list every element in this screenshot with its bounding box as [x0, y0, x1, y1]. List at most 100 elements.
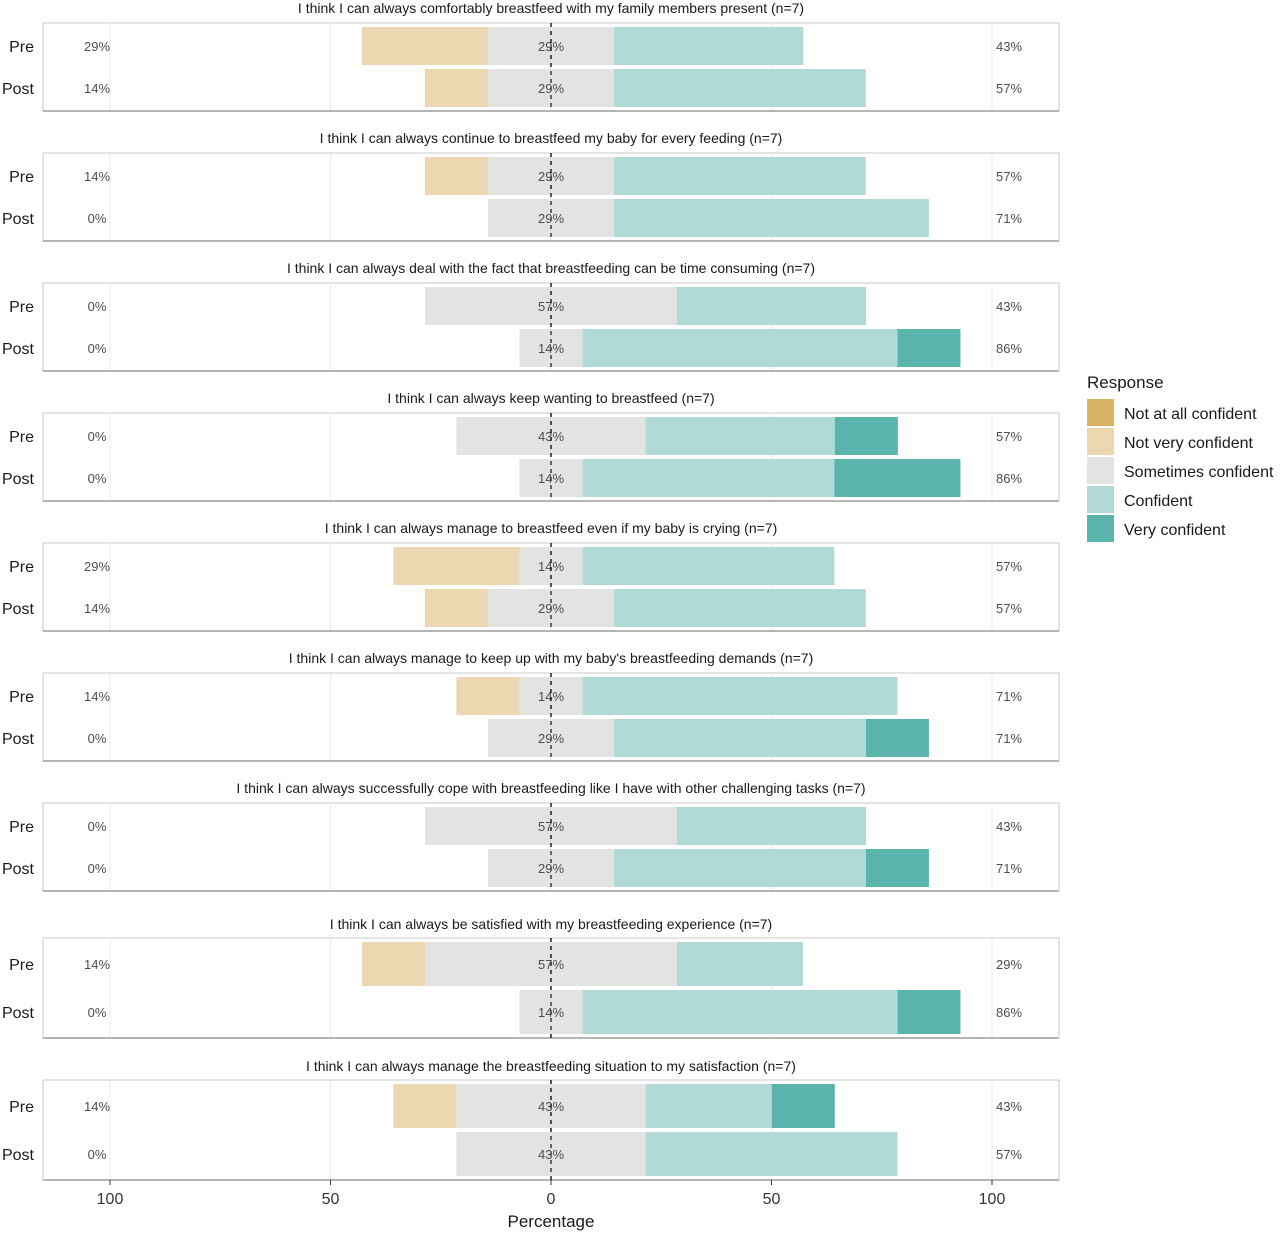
- bar-segment: [582, 459, 835, 497]
- row-label: Post: [2, 1147, 35, 1164]
- row-label: Post: [2, 341, 35, 358]
- panel: I think I can always manage to breastfee…: [2, 520, 1060, 632]
- panel-title: I think I can always comfortably breastf…: [298, 0, 804, 16]
- high-percent-label: 71%: [996, 731, 1022, 746]
- row-label: Pre: [9, 1099, 34, 1116]
- high-percent-label: 43%: [996, 819, 1022, 834]
- bar-segment: [645, 1132, 898, 1176]
- row-label: Pre: [9, 169, 34, 186]
- bar-segment: [614, 27, 804, 65]
- neutral-percent-label: 29%: [538, 169, 564, 184]
- bar-segment: [424, 69, 488, 107]
- bar-segment: [424, 157, 488, 195]
- bar-segment: [393, 547, 520, 585]
- high-percent-label: 57%: [996, 81, 1022, 96]
- neutral-percent-label: 29%: [538, 601, 564, 616]
- panel: I think I can always continue to breastf…: [2, 130, 1060, 242]
- bar-segment: [582, 547, 835, 585]
- low-percent-label: 14%: [84, 169, 110, 184]
- bar-segment: [582, 329, 898, 367]
- bar-segment: [771, 1084, 835, 1128]
- panel-title: I think I can always be satisfied with m…: [330, 916, 772, 932]
- bar-segment: [614, 69, 866, 107]
- panel-title: I think I can always keep wanting to bre…: [387, 390, 714, 406]
- low-percent-label: 29%: [84, 559, 110, 574]
- high-percent-label: 86%: [996, 341, 1022, 356]
- low-percent-label: 0%: [88, 731, 107, 746]
- row-label: Pre: [9, 819, 34, 836]
- x-tick-label: 100: [979, 1191, 1006, 1208]
- bar-segment: [645, 417, 835, 455]
- legend-label: Confident: [1124, 493, 1193, 510]
- panel: I think I can always comfortably breastf…: [2, 0, 1060, 112]
- row-label: Pre: [9, 299, 34, 316]
- bar-segment: [897, 329, 961, 367]
- high-percent-label: 57%: [996, 1147, 1022, 1162]
- x-tick-label: 50: [322, 1191, 340, 1208]
- bar-segment: [676, 942, 804, 986]
- bar-segment: [361, 27, 488, 65]
- high-percent-label: 57%: [996, 601, 1022, 616]
- low-percent-label: 0%: [88, 299, 107, 314]
- neutral-percent-label: 14%: [538, 559, 564, 574]
- neutral-percent-label: 29%: [538, 81, 564, 96]
- x-axis: 100 50 0 50 100: [97, 1180, 1006, 1208]
- low-percent-label: 0%: [88, 1005, 107, 1020]
- neutral-percent-label: 29%: [538, 39, 564, 54]
- neutral-percent-label: 14%: [538, 471, 564, 486]
- neutral-percent-label: 29%: [538, 731, 564, 746]
- legend-key: [1087, 457, 1114, 484]
- row-label: Pre: [9, 39, 34, 56]
- neutral-percent-label: 14%: [538, 1005, 564, 1020]
- low-percent-label: 0%: [88, 429, 107, 444]
- panel-title: I think I can always manage the breastfe…: [306, 1058, 796, 1074]
- row-label: Pre: [9, 559, 34, 576]
- legend-label: Very confident: [1124, 522, 1226, 539]
- legend-key: [1087, 428, 1114, 455]
- legend-label: Sometimes confident: [1124, 464, 1274, 481]
- row-label: Pre: [9, 689, 34, 706]
- bar-segment: [614, 849, 866, 887]
- panel: I think I can always be satisfied with m…: [2, 916, 1060, 1039]
- bar-segment: [614, 589, 866, 627]
- x-tick-label: 0: [547, 1191, 556, 1208]
- high-percent-label: 57%: [996, 429, 1022, 444]
- bar-segment: [582, 677, 898, 715]
- row-label: Pre: [9, 429, 34, 446]
- high-percent-label: 57%: [996, 169, 1022, 184]
- low-percent-label: 14%: [84, 81, 110, 96]
- legend-title: Response: [1087, 373, 1164, 392]
- neutral-percent-label: 43%: [538, 429, 564, 444]
- panel-title: I think I can always manage to breastfee…: [325, 520, 778, 536]
- legend-key: [1087, 515, 1114, 542]
- low-percent-label: 14%: [84, 601, 110, 616]
- row-label: Post: [2, 211, 35, 228]
- high-percent-label: 57%: [996, 559, 1022, 574]
- high-percent-label: 86%: [996, 1005, 1022, 1020]
- legend: Response Not at all confident Not very co…: [1087, 373, 1274, 542]
- x-tick-label: 100: [97, 1191, 124, 1208]
- low-percent-label: 14%: [84, 689, 110, 704]
- high-percent-label: 43%: [996, 1099, 1022, 1114]
- bar-segment: [456, 677, 520, 715]
- bar-segment: [834, 459, 961, 497]
- row-label: Post: [2, 1005, 35, 1022]
- high-percent-label: 71%: [996, 211, 1022, 226]
- bar-segment: [362, 942, 426, 986]
- panel-title: I think I can always manage to keep up w…: [289, 650, 813, 666]
- bar-segment: [424, 589, 488, 627]
- neutral-percent-label: 14%: [538, 689, 564, 704]
- low-percent-label: 14%: [84, 957, 110, 972]
- high-percent-label: 86%: [996, 471, 1022, 486]
- bar-segment: [614, 157, 866, 195]
- neutral-percent-label: 14%: [538, 341, 564, 356]
- high-percent-label: 71%: [996, 689, 1022, 704]
- legend-key: [1087, 399, 1114, 426]
- bar-segment: [614, 199, 929, 237]
- x-tick-label: 50: [763, 1191, 781, 1208]
- low-percent-label: 0%: [88, 211, 107, 226]
- row-label: Post: [2, 861, 35, 878]
- bar-segment: [897, 990, 961, 1034]
- neutral-percent-label: 29%: [538, 211, 564, 226]
